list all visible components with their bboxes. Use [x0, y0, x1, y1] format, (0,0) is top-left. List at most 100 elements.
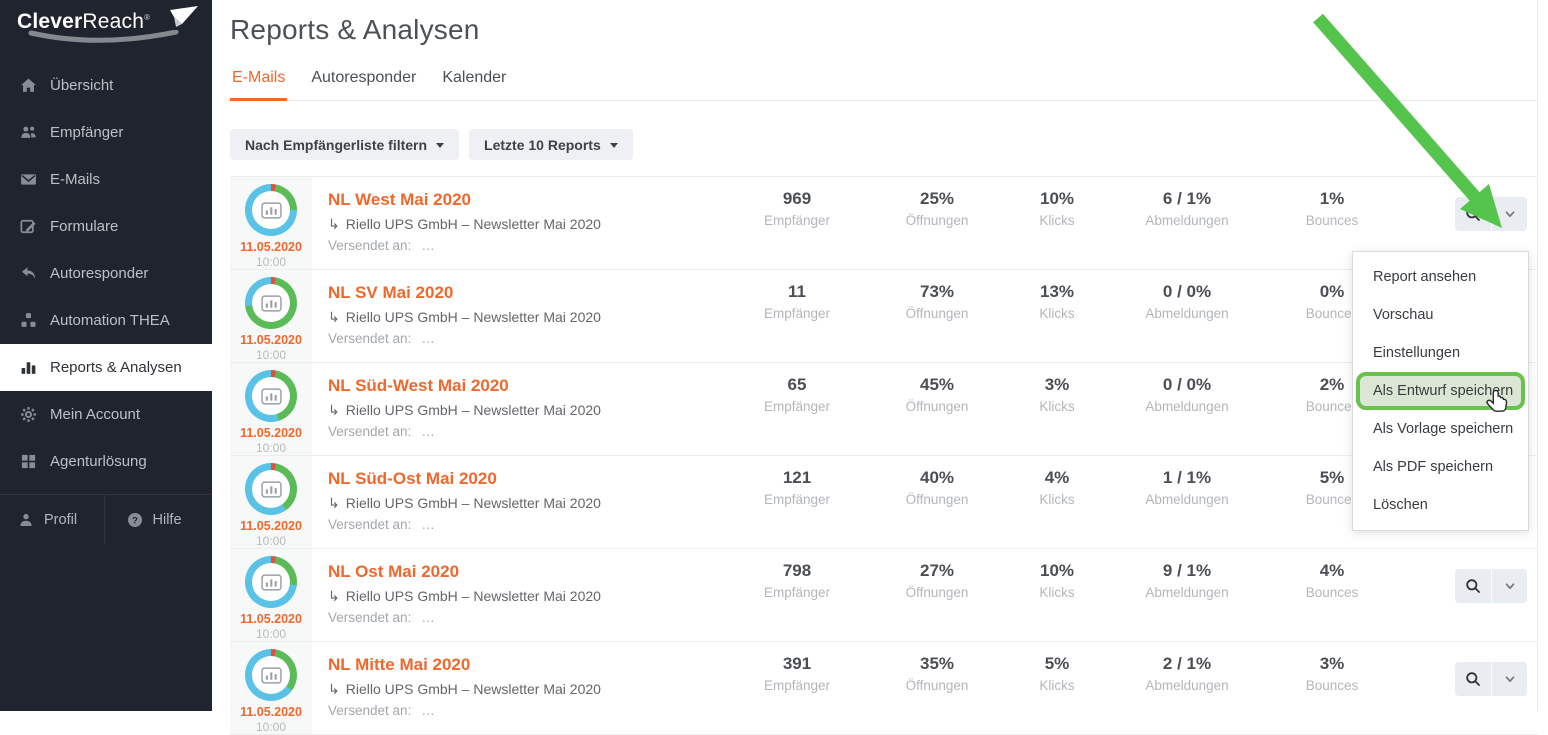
- filter-last-reports-button[interactable]: Letzte 10 Reports: [469, 129, 633, 160]
- report-sent-line: Versendet an:…: [328, 610, 727, 625]
- stat-label: Empfänger: [763, 399, 831, 414]
- sidebar-item-reports-analysen[interactable]: Reports & Analysen: [0, 344, 212, 391]
- row-actions: [1397, 642, 1537, 734]
- mini-bar-chart-icon: [252, 563, 290, 601]
- report-title-link[interactable]: NL Mitte Mai 2020: [328, 655, 471, 674]
- person-icon: [18, 512, 34, 528]
- search-icon: [1466, 207, 1480, 221]
- paper-plane-icon: [170, 6, 198, 27]
- stat-label: Bounces: [1305, 399, 1359, 414]
- stat-value: 73%: [919, 282, 955, 301]
- menu-item-einstellungen[interactable]: Einstellungen: [1373, 345, 1461, 361]
- view-report-button[interactable]: [1455, 197, 1491, 231]
- stat-label: Empfänger: [763, 492, 831, 507]
- tab-autoresponder[interactable]: Autoresponder: [311, 69, 417, 86]
- report-title-link[interactable]: NL Süd-Ost Mai 2020: [328, 469, 497, 488]
- envelope-icon: [20, 171, 37, 188]
- chevron-down-icon: [1505, 676, 1514, 683]
- stat-value: 4%: [1044, 468, 1070, 487]
- tab-kalender[interactable]: Kalender: [442, 69, 507, 86]
- logo-text: CleverReach®: [17, 10, 151, 33]
- report-row: 11.05.2020 10:00 NL Süd-West Mai 2020 ↳ R…: [230, 363, 1537, 456]
- stat-value: 4%: [1319, 561, 1345, 580]
- gear-icon: [20, 406, 37, 423]
- filter-recipient-list-button[interactable]: Nach Empfängerliste filtern: [230, 129, 460, 160]
- report-donut-chart: [245, 370, 297, 422]
- sidebar-item-label: Agenturlösung: [50, 453, 147, 470]
- users-icon: [20, 124, 37, 141]
- sidebar-item-uebersicht[interactable]: Übersicht: [0, 62, 212, 109]
- forward-arrow-icon: ↳: [328, 216, 340, 232]
- menu-item-als-vorlage-speichern[interactable]: Als Vorlage speichern: [1373, 421, 1514, 437]
- home-icon: [20, 77, 37, 94]
- stat-label: Bounces: [1305, 213, 1359, 228]
- stat-opens: 45% Öffnungen: [867, 363, 1007, 455]
- grid-icon: [20, 453, 37, 470]
- stat-recipients: 969 Empfänger: [727, 177, 867, 269]
- forward-arrow-icon: ↳: [328, 402, 340, 418]
- menu-item-loeschen[interactable]: Löschen: [1373, 497, 1428, 513]
- sidebar-item-automation-thea[interactable]: Automation THEA: [0, 297, 212, 344]
- stat-value: 5%: [1044, 654, 1070, 673]
- menu-item-vorschau[interactable]: Vorschau: [1373, 307, 1434, 323]
- report-donut-chart: [245, 556, 297, 608]
- stat-unsubscribes: 6 / 1% Abmeldungen: [1107, 177, 1267, 269]
- stat-recipients: 121 Empfänger: [727, 456, 867, 548]
- sidebar-item-agenturloesung[interactable]: Agenturlösung: [0, 438, 212, 485]
- sent-label: Versendet an:: [328, 517, 412, 532]
- stat-clicks: 10% Klicks: [1007, 549, 1107, 641]
- report-info: NL West Mai 2020 ↳ Riello UPS GmbH – News…: [312, 177, 727, 269]
- sent-ellipsis: …: [421, 610, 435, 625]
- menu-item-als-entwurf-speichern[interactable]: Als Entwurf speichern: [1356, 372, 1525, 410]
- filter-label: Nach Empfängerliste filtern: [245, 136, 428, 153]
- sidebar: CleverReach® Übersicht Empfänger E-Mails…: [0, 0, 212, 711]
- main-content: Reports & Analysen E-Mails Autoresponder…: [212, 0, 1538, 735]
- report-date: 11.05.2020: [240, 426, 302, 440]
- report-date: 11.05.2020: [240, 612, 302, 626]
- stat-label: Bounces: [1305, 585, 1359, 600]
- search-icon: [1466, 672, 1480, 686]
- hilfe-link[interactable]: ? Hilfe: [103, 495, 213, 545]
- sent-ellipsis: …: [421, 424, 435, 439]
- menu-item-als-pdf-speichern[interactable]: Als PDF speichern: [1373, 459, 1494, 475]
- report-subject-text: Riello UPS GmbH – Newsletter Mai 2020: [345, 309, 601, 325]
- sidebar-item-mein-account[interactable]: Mein Account: [0, 391, 212, 438]
- row-menu-button[interactable]: [1491, 197, 1527, 231]
- sidebar-item-emails[interactable]: E-Mails: [0, 156, 212, 203]
- stat-recipients: 798 Empfänger: [727, 549, 867, 641]
- cleverreach-logo[interactable]: CleverReach®: [0, 0, 212, 52]
- sidebar-item-empfaenger[interactable]: Empfänger: [0, 109, 212, 156]
- view-report-button[interactable]: [1455, 569, 1491, 603]
- row-menu-button[interactable]: [1491, 662, 1527, 696]
- stat-value: 2 / 1%: [1162, 654, 1212, 673]
- stat-label: Klicks: [1039, 213, 1075, 228]
- stat-value: 40%: [919, 468, 955, 487]
- stat-recipients: 11 Empfänger: [727, 270, 867, 362]
- bar-chart-icon: [20, 359, 37, 376]
- chevron-down-icon: [1505, 583, 1514, 590]
- report-title-link[interactable]: NL SV Mai 2020: [328, 283, 454, 302]
- caret-down-icon: [609, 142, 618, 148]
- help-icon: ?: [127, 512, 143, 528]
- sidebar-item-formulare[interactable]: Formulare: [0, 203, 212, 250]
- report-title-link[interactable]: NL Ost Mai 2020: [328, 562, 460, 581]
- report-date-cell: 11.05.2020 10:00: [230, 549, 312, 641]
- report-title-link[interactable]: NL West Mai 2020: [328, 190, 471, 209]
- row-menu-button[interactable]: [1491, 569, 1527, 603]
- report-subject: ↳ Riello UPS GmbH – Newsletter Mai 2020: [328, 495, 727, 512]
- caret-down-icon: [436, 142, 445, 148]
- stat-label: Öffnungen: [905, 678, 969, 693]
- sidebar-item-autoresponder[interactable]: Autoresponder: [0, 250, 212, 297]
- stat-label: Klicks: [1039, 306, 1075, 321]
- report-title-link[interactable]: NL Süd-West Mai 2020: [328, 376, 509, 395]
- report-date-cell: 11.05.2020 10:00: [230, 177, 312, 269]
- tab-emails[interactable]: E-Mails: [230, 69, 288, 101]
- sidebar-item-label: Übersicht: [50, 77, 114, 94]
- stat-unsubscribes: 9 / 1% Abmeldungen: [1107, 549, 1267, 641]
- profil-link[interactable]: Profil: [0, 495, 104, 545]
- menu-item-report-ansehen[interactable]: Report ansehen: [1373, 269, 1477, 285]
- stat-opens: 27% Öffnungen: [867, 549, 1007, 641]
- view-report-button[interactable]: [1455, 662, 1491, 696]
- chevron-down-icon: [1505, 211, 1514, 218]
